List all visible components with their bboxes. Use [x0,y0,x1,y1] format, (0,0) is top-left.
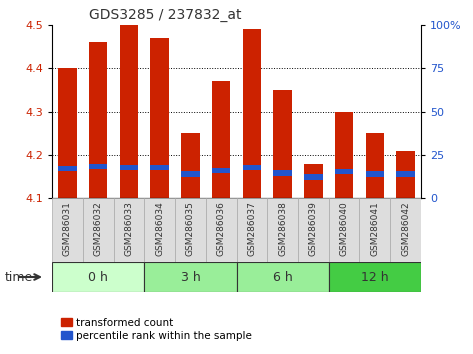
Bar [181,133,200,198]
Text: time: time [5,270,33,284]
Bar [58,68,77,198]
Bar [236,262,329,292]
Text: 3 h: 3 h [181,270,200,284]
Bar [298,198,329,262]
Text: 6 h: 6 h [273,270,292,284]
Bar [89,164,107,169]
Text: GSM286038: GSM286038 [278,201,287,256]
Bar [335,112,353,198]
Bar [89,42,107,198]
Bar [304,175,323,179]
Bar [359,198,390,262]
Text: GSM286037: GSM286037 [247,201,256,256]
Bar [150,165,169,170]
Bar [52,198,83,262]
Text: 12 h: 12 h [361,270,389,284]
Bar [329,198,359,262]
Bar [52,262,144,292]
Text: GSM286032: GSM286032 [94,201,103,256]
Bar [144,262,236,292]
Legend: transformed count, percentile rank within the sample: transformed count, percentile rank withi… [57,314,256,345]
Bar [304,164,323,198]
Text: GSM286033: GSM286033 [124,201,133,256]
Bar [212,81,230,198]
Bar [206,198,236,262]
Bar [243,165,261,170]
Bar [144,198,175,262]
Bar [243,29,261,198]
Bar [396,171,415,177]
Text: GSM286036: GSM286036 [217,201,226,256]
Bar [366,171,384,177]
Bar [150,38,169,198]
Bar [114,198,144,262]
Bar [390,198,421,262]
Bar [58,166,77,171]
Bar [366,133,384,198]
Bar [83,198,114,262]
Text: GSM286040: GSM286040 [340,201,349,256]
Bar [396,150,415,198]
Text: GSM286031: GSM286031 [63,201,72,256]
Text: GSM286034: GSM286034 [155,201,164,256]
Bar [236,198,267,262]
Bar [181,171,200,177]
Bar [267,198,298,262]
Text: GSM286042: GSM286042 [401,201,410,256]
Bar [212,168,230,173]
Text: GSM286035: GSM286035 [186,201,195,256]
Bar [335,169,353,175]
Bar [329,262,421,292]
Bar [120,25,138,198]
Text: GDS3285 / 237832_at: GDS3285 / 237832_at [89,8,241,22]
Text: GSM286039: GSM286039 [309,201,318,256]
Text: 0 h: 0 h [88,270,108,284]
Bar [120,165,138,170]
Bar [273,171,292,176]
Bar [273,90,292,198]
Bar [175,198,206,262]
Text: GSM286041: GSM286041 [370,201,379,256]
